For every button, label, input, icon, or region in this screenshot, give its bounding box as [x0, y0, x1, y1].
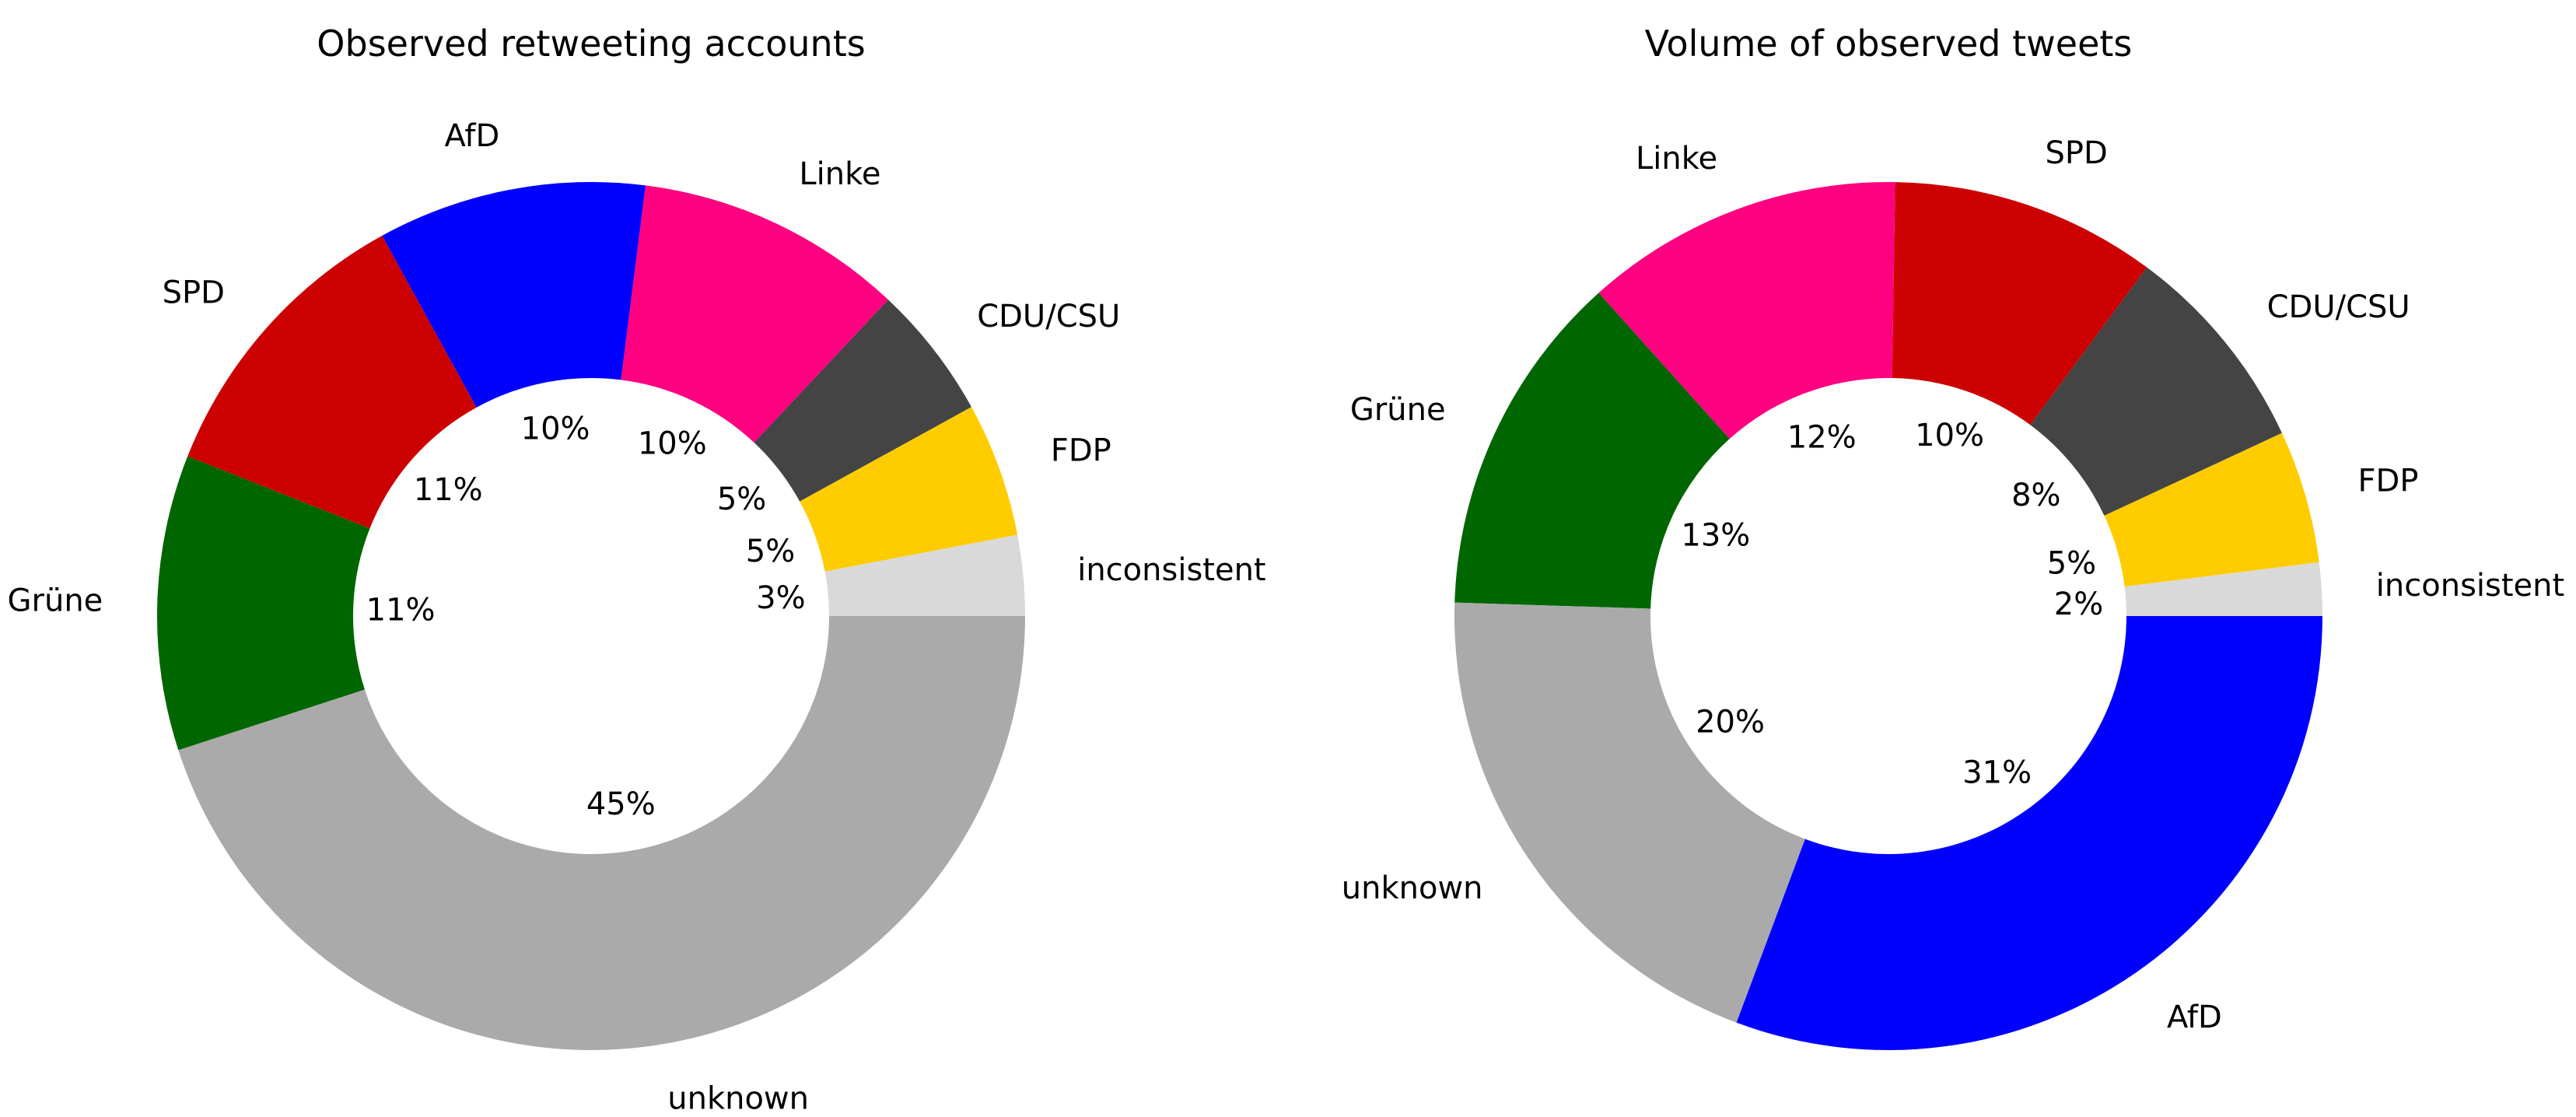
slice-label-inconsistent: inconsistent — [1077, 552, 1265, 588]
slices-accounts — [157, 182, 1026, 1050]
pct-label-unknown: 45% — [586, 786, 656, 822]
slice-label-fdp: FDP — [1051, 432, 1111, 468]
pct-label-gruene: 13% — [1681, 518, 1750, 554]
slice-label-cdu-csu: CDU/CSU — [2267, 289, 2410, 325]
pct-label-unknown: 20% — [1696, 705, 1765, 741]
slice-label-linke: Linke — [799, 156, 880, 192]
slice-linke — [621, 185, 888, 443]
slice-label-unknown: unknown — [667, 1080, 809, 1116]
pct-label-afd: 31% — [1962, 755, 2032, 790]
slice-fdp — [2104, 432, 2319, 587]
slice-inconsistent — [2124, 562, 2322, 616]
slice-linke — [1598, 182, 1895, 439]
slice-spd — [187, 236, 477, 529]
slice-cdu-csu — [754, 299, 971, 502]
chart-title-accounts: Observed retweeting accounts — [317, 23, 865, 65]
pct-labels-tweets: 2% 5% 8% 10% 12% 13% 20% 31% — [1681, 418, 2103, 790]
slice-unknown — [1454, 602, 1805, 1023]
slice-label-afd: AfD — [444, 118, 499, 154]
slice-afd — [382, 182, 646, 408]
slice-spd — [1892, 182, 2147, 425]
pct-label-spd: 11% — [414, 472, 483, 508]
pct-labels-accounts: 3% 5% 5% 10% 10% 11% 11% 45% — [366, 411, 806, 822]
donut-chart-accounts: Observed retweeting accounts inconsisten… — [8, 23, 1266, 1116]
slice-afd — [1736, 616, 2322, 1051]
slice-label-afd: AfD — [2167, 1000, 2222, 1035]
pct-label-cdu-csu: 5% — [717, 481, 766, 517]
donut-chart-tweets: Volume of observed tweets inconsistent FD… — [1342, 23, 2564, 1051]
pct-label-inconsistent: 2% — [2054, 587, 2103, 622]
slice-label-gruene: Grüne — [1350, 392, 1446, 428]
slice-label-spd: SPD — [163, 275, 225, 311]
slice-label-spd: SPD — [2045, 135, 2107, 171]
slice-label-fdp: FDP — [2358, 463, 2419, 499]
slice-unknown — [178, 616, 1026, 1050]
outer-labels-tweets: inconsistent FDP CDU/CSU SPD Linke Grüne unkno… — [1342, 135, 2564, 1035]
slice-inconsistent — [824, 534, 1025, 616]
pct-label-linke: 10% — [638, 425, 707, 461]
pct-label-gruene: 11% — [366, 592, 436, 628]
slice-label-unknown: unknown — [1342, 870, 1483, 906]
slice-cdu-csu — [2030, 267, 2282, 516]
pct-label-linke: 12% — [1787, 420, 1857, 456]
slice-fdp — [800, 407, 1018, 572]
slice-label-gruene: Grüne — [8, 583, 103, 618]
pct-label-inconsistent: 3% — [756, 580, 805, 616]
slices-tweets — [1454, 182, 2322, 1051]
pct-label-spd: 10% — [1915, 418, 1984, 453]
slice-label-cdu-csu: CDU/CSU — [977, 299, 1120, 334]
slice-label-inconsistent: inconsistent — [2376, 568, 2564, 604]
slice-gruene — [157, 456, 370, 751]
slice-label-linke: Linke — [1636, 141, 1717, 177]
chart-title-tweets: Volume of observed tweets — [1645, 23, 2133, 65]
slice-gruene — [1454, 292, 1730, 609]
outer-labels-accounts: inconsistent FDP CDU/CSU Linke AfD SPD Grüne un… — [8, 118, 1266, 1116]
pct-label-afd: 10% — [521, 411, 590, 446]
pct-label-fdp: 5% — [2047, 545, 2096, 581]
pct-label-cdu-csu: 8% — [2011, 478, 2060, 513]
pct-label-fdp: 5% — [746, 534, 795, 569]
